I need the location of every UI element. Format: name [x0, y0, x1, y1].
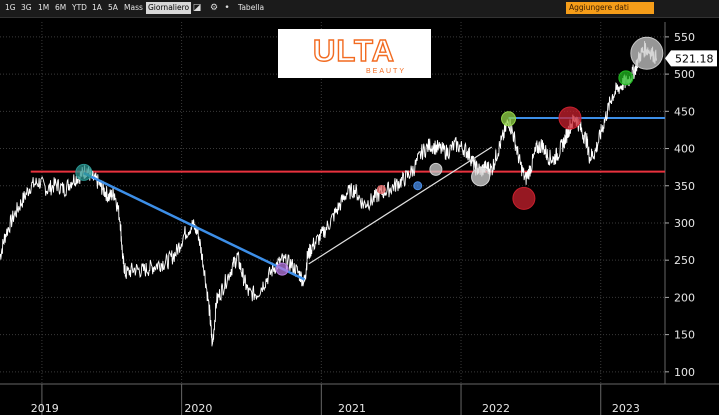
- pattern-marker: [429, 162, 443, 176]
- add-data-input[interactable]: Aggiungere dati: [566, 2, 654, 14]
- period-button-1m[interactable]: 1M: [38, 3, 50, 12]
- y-tick-label: 550: [674, 31, 695, 44]
- trend-up-line: [308, 146, 493, 265]
- y-tick-label: 150: [674, 329, 695, 342]
- period-button-1g[interactable]: 1G: [5, 3, 16, 12]
- y-tick-label: 500: [674, 68, 695, 81]
- period-button-1a[interactable]: 1A: [92, 3, 102, 12]
- pattern-marker: [618, 70, 634, 86]
- pattern-marker: [630, 36, 664, 70]
- pattern-marker: [376, 184, 386, 194]
- x-tick-label: 2019: [31, 402, 59, 415]
- pattern-marker: [75, 163, 93, 181]
- pattern-marker: [413, 181, 423, 191]
- price-chart: 100 150 200 250 300 350 400 450 500 550 2019 2020 20…: [0, 22, 719, 415]
- overflow-icon[interactable]: •: [224, 3, 230, 13]
- period-button-3g[interactable]: 3G: [21, 3, 32, 12]
- y-tick-label: 450: [674, 105, 695, 118]
- pattern-marker: [275, 262, 289, 276]
- last-price-label: 521.18: [675, 52, 714, 65]
- frequency-dropdown[interactable]: Giornaliero: [146, 2, 192, 14]
- period-button-ytd[interactable]: YTD: [72, 3, 87, 12]
- x-tick-label: 2022: [482, 402, 510, 415]
- last-price-tag: [665, 50, 717, 67]
- trend-down-line: [83, 171, 306, 281]
- period-button-5a[interactable]: 5A: [108, 3, 118, 12]
- pattern-marker: [512, 186, 536, 210]
- pattern-marker: [558, 106, 582, 130]
- price-series-line: [0, 40, 658, 347]
- x-tick-label: 2023: [612, 402, 640, 415]
- chart-type-icon[interactable]: ◪: [192, 3, 202, 13]
- y-tick-label: 250: [674, 254, 695, 267]
- period-button-6m[interactable]: 6M: [55, 3, 67, 12]
- y-tick-label: 300: [674, 217, 695, 230]
- logo-wordmark: ULTA: [313, 33, 395, 68]
- pattern-marker: [471, 167, 491, 187]
- pattern-marker: [501, 111, 517, 127]
- logo-tagline: BEAUTY: [366, 68, 406, 75]
- settings-icon[interactable]: ⚙: [209, 3, 219, 13]
- period-button-mass[interactable]: Mass: [124, 3, 143, 12]
- y-tick-label: 350: [674, 180, 695, 193]
- chart-toolbar: 1G 3G 1M 6M YTD 1A 5A Mass Giornaliero ◪ ⚙ • Tabella: [0, 0, 719, 18]
- y-tick-label: 200: [674, 291, 695, 304]
- ulta-beauty-logo: ULTA BEAUTY: [278, 29, 431, 78]
- table-button[interactable]: Tabella: [238, 3, 265, 12]
- y-tick-label: 400: [674, 143, 695, 156]
- y-tick-label: 100: [674, 366, 695, 379]
- x-tick-label: 2020: [184, 402, 212, 415]
- x-tick-label: 2021: [338, 402, 366, 415]
